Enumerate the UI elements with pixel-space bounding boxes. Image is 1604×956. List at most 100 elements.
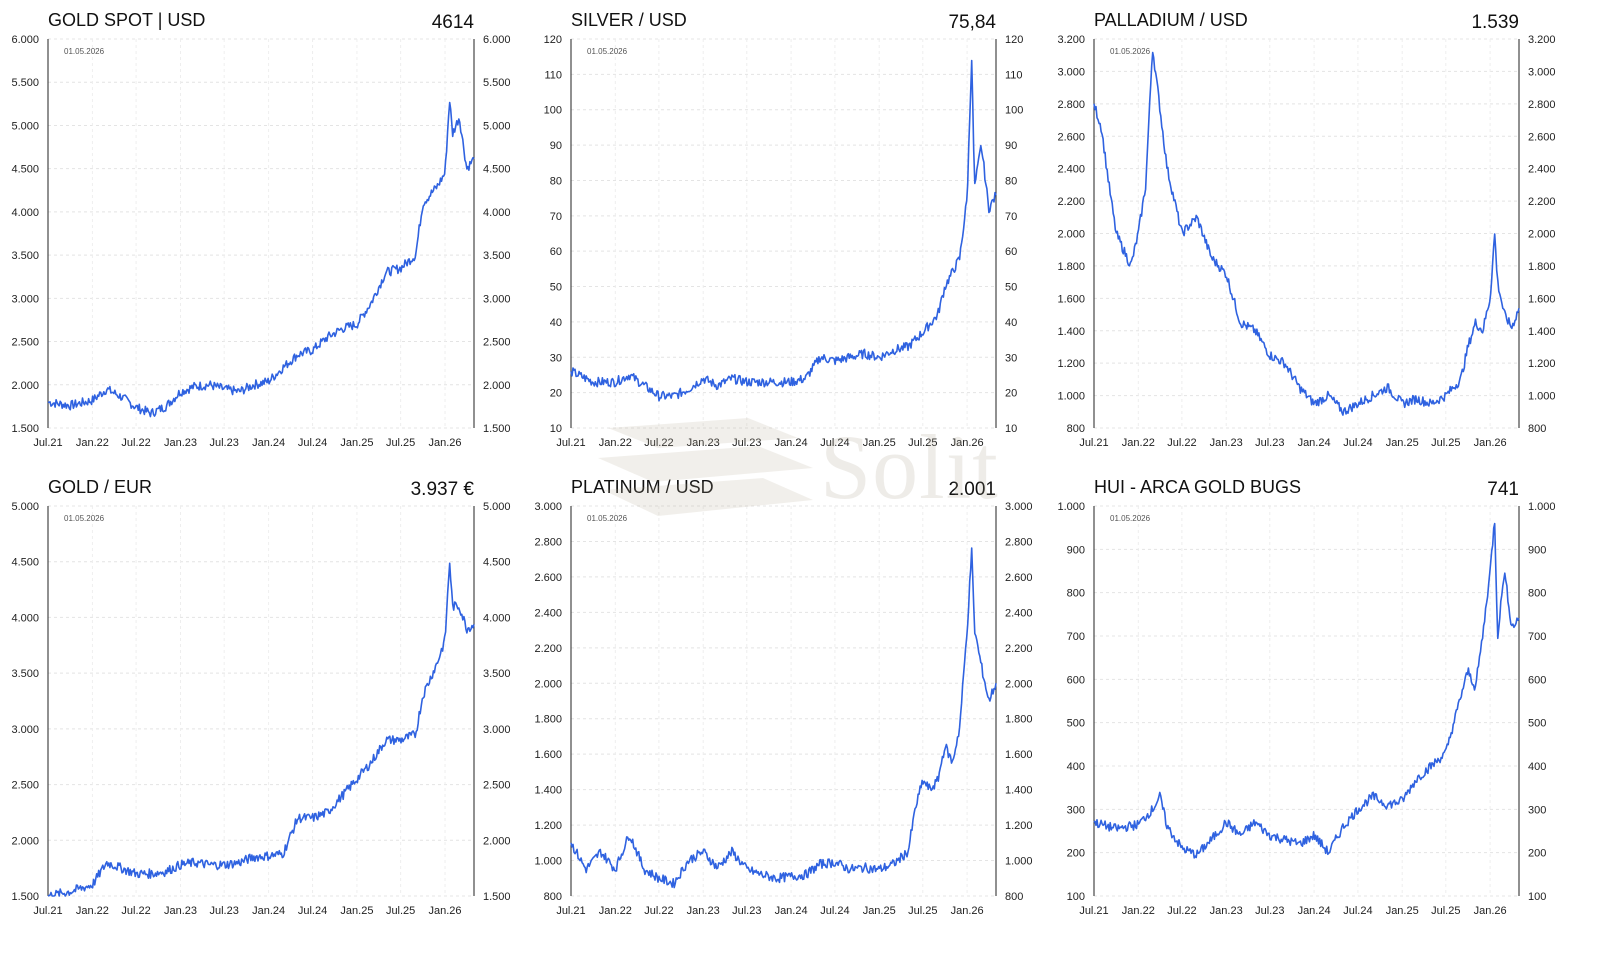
x-tick-label: Jan.26 <box>951 437 984 449</box>
y-tick-label-right: 2.800 <box>1528 99 1556 111</box>
y-tick-label-left: 1.400 <box>534 785 562 797</box>
y-tick-label-left: 120 <box>544 34 562 46</box>
x-tick-label: Jan.26 <box>429 437 462 449</box>
y-tick-label-right: 1.000 <box>1528 501 1556 513</box>
x-tick-label: Jul.22 <box>644 905 673 917</box>
y-tick-label-left: 100 <box>544 105 562 117</box>
x-tick-label: Jan.26 <box>951 905 984 917</box>
x-tick-label: Jul.21 <box>33 437 62 449</box>
chart-panel: 800 800 1.000 1.000 1.200 1.200 1.400 1.400 1.60… <box>534 477 1032 917</box>
y-tick-label-left: 2.000 <box>11 835 39 847</box>
x-tick-label: Jan.23 <box>687 437 720 449</box>
y-tick-label-right: 10 <box>1005 423 1017 435</box>
y-tick-label-right: 1.500 <box>483 423 511 435</box>
y-tick-label-right: 90 <box>1005 140 1017 152</box>
y-tick-label-right: 1.000 <box>1005 856 1033 868</box>
y-tick-label-left: 1.600 <box>534 749 562 761</box>
y-tick-label-left: 1.200 <box>534 820 562 832</box>
y-tick-label-left: 700 <box>1067 631 1085 643</box>
y-tick-label-left: 5.000 <box>11 501 39 513</box>
y-tick-label-right: 80 <box>1005 175 1017 187</box>
y-tick-label-right: 400 <box>1528 761 1546 773</box>
y-tick-label-right: 2.000 <box>1005 678 1033 690</box>
chart-panel: 100 100 200 200 300 300 400 400 500 500 600 600 700 7… <box>1057 477 1555 917</box>
x-tick-label: Jan.24 <box>1298 905 1331 917</box>
x-tick-label: Jul.21 <box>33 905 62 917</box>
y-tick-label-left: 10 <box>550 423 562 435</box>
x-tick-label: Jan.22 <box>599 905 632 917</box>
x-tick-label: Jan.23 <box>1210 905 1243 917</box>
y-tick-label-left: 3.000 <box>1057 66 1085 78</box>
date-stamp: 01.05.2026 <box>1110 47 1151 56</box>
series-line <box>47 101 475 418</box>
x-tick-label: Jul.23 <box>1255 437 1284 449</box>
y-tick-label-right: 110 <box>1005 69 1023 81</box>
y-tick-label-right: 800 <box>1005 891 1023 903</box>
y-tick-label-left: 1.400 <box>1057 326 1085 338</box>
chart-title: GOLD / EUR <box>48 477 152 497</box>
chart-title: SILVER / USD <box>571 10 687 30</box>
y-tick-label-left: 4.000 <box>11 207 39 219</box>
x-tick-label: Jul.25 <box>1431 905 1460 917</box>
y-tick-label-left: 3.000 <box>534 501 562 513</box>
y-tick-label-left: 20 <box>550 388 562 400</box>
y-tick-label-right: 700 <box>1528 631 1546 643</box>
x-tick-label: Jul.21 <box>1079 905 1108 917</box>
x-tick-label: Jul.24 <box>298 905 327 917</box>
y-tick-label-right: 1.200 <box>1528 358 1556 370</box>
y-tick-label-right: 3.200 <box>1528 34 1556 46</box>
x-tick-label: Jan.22 <box>1122 437 1155 449</box>
y-tick-label-right: 800 <box>1528 588 1546 600</box>
series-line <box>47 562 475 897</box>
x-tick-label: Jul.21 <box>556 437 585 449</box>
x-tick-label: Jul.22 <box>1167 437 1196 449</box>
y-tick-label-right: 2.000 <box>1528 229 1556 241</box>
y-tick-label-right: 5.000 <box>483 501 511 513</box>
y-tick-label-right: 1.400 <box>1005 785 1033 797</box>
x-tick-label: Jan.23 <box>1210 437 1243 449</box>
y-tick-label-left: 2.200 <box>534 643 562 655</box>
y-tick-label-right: 120 <box>1005 34 1023 46</box>
y-tick-label-right: 2.500 <box>483 780 511 792</box>
y-tick-label-left: 6.000 <box>11 34 39 46</box>
current-value: 3.937 € <box>411 479 475 500</box>
series-line <box>570 547 997 889</box>
y-tick-label-left: 70 <box>550 211 562 223</box>
y-tick-label-left: 90 <box>550 140 562 152</box>
date-stamp: 01.05.2026 <box>64 514 105 523</box>
x-tick-label: Jul.24 <box>1343 905 1372 917</box>
x-tick-label: Jul.22 <box>644 437 673 449</box>
y-tick-label-right: 50 <box>1005 282 1017 294</box>
y-tick-label-right: 6.000 <box>483 34 511 46</box>
y-tick-label-right: 5.500 <box>483 77 511 89</box>
y-tick-label-right: 3.000 <box>483 293 511 305</box>
y-tick-label-left: 110 <box>544 69 562 81</box>
x-tick-label: Jan.22 <box>599 437 632 449</box>
x-tick-label: Jan.25 <box>1386 437 1419 449</box>
date-stamp: 01.05.2026 <box>1110 514 1151 523</box>
y-tick-label-left: 100 <box>1067 891 1085 903</box>
y-tick-label-right: 2.500 <box>483 337 511 349</box>
y-tick-label-left: 600 <box>1067 674 1085 686</box>
y-tick-label-right: 70 <box>1005 211 1017 223</box>
x-tick-label: Jan.22 <box>76 437 109 449</box>
series-line <box>570 59 997 402</box>
x-tick-label: Jul.23 <box>210 437 239 449</box>
y-tick-label-left: 2.800 <box>1057 99 1085 111</box>
y-tick-label-right: 30 <box>1005 352 1017 364</box>
y-tick-label-left: 1.200 <box>1057 358 1085 370</box>
x-tick-label: Jan.25 <box>1386 905 1419 917</box>
x-tick-label: Jan.24 <box>252 437 285 449</box>
y-tick-label-left: 800 <box>544 891 562 903</box>
chart-panel: 10 10 20 20 30 30 40 40 50 50 60 60 70 70 80 80 90 90 100 1… <box>544 10 1024 449</box>
y-tick-label-left: 80 <box>550 175 562 187</box>
date-stamp: 01.05.2026 <box>587 514 628 523</box>
y-tick-label-left: 50 <box>550 282 562 294</box>
y-tick-label-right: 2.600 <box>1005 572 1033 584</box>
y-tick-label-right: 900 <box>1528 544 1546 556</box>
y-tick-label-left: 30 <box>550 352 562 364</box>
x-tick-label: Jul.25 <box>386 905 415 917</box>
x-tick-label: Jul.23 <box>210 905 239 917</box>
y-tick-label-right: 1.500 <box>483 891 511 903</box>
x-tick-label: Jul.21 <box>556 905 585 917</box>
